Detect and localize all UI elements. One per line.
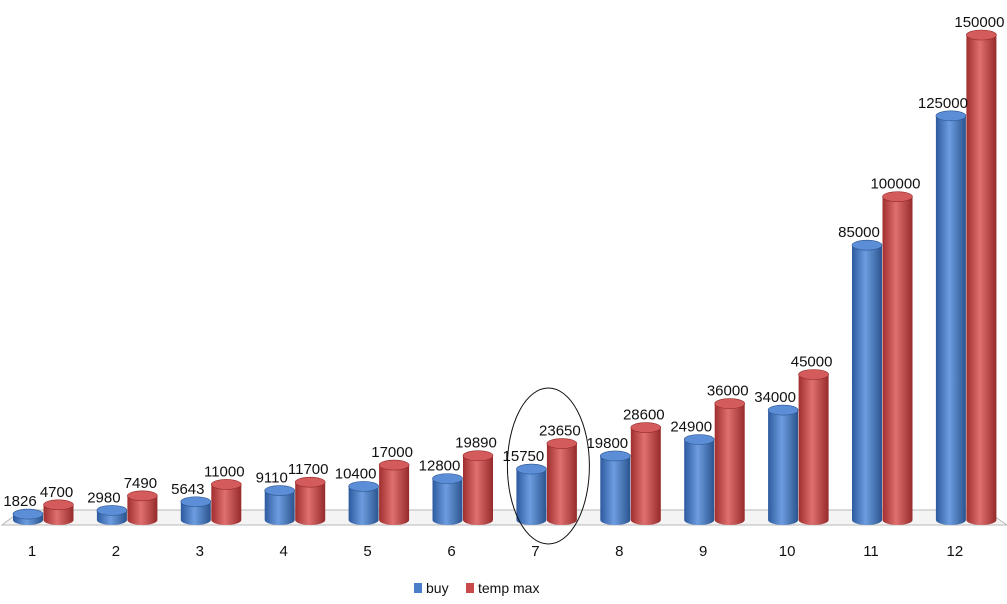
legend-item-buy: buy bbox=[414, 580, 449, 596]
x-tick-label-2: 2 bbox=[112, 543, 120, 560]
legend-swatch bbox=[466, 583, 474, 593]
bar-temp-max-1 bbox=[43, 499, 74, 525]
value-label-buy-1: 1826 bbox=[3, 493, 36, 510]
value-label-temp-max-3: 11000 bbox=[204, 463, 245, 480]
value-label-buy-7: 15750 bbox=[503, 448, 545, 465]
bar-temp-max-7 bbox=[546, 438, 578, 525]
value-label-temp-max-2: 7490 bbox=[124, 475, 157, 492]
x-tick-label-3: 3 bbox=[196, 543, 204, 560]
legend-item-temp-max: temp max bbox=[466, 580, 539, 596]
x-tick-label-9: 9 bbox=[699, 543, 707, 560]
bar-buy-3 bbox=[180, 496, 212, 525]
bar-buy-4 bbox=[264, 485, 296, 525]
value-label-buy-6: 12800 bbox=[419, 458, 461, 475]
bar-temp-max-12 bbox=[966, 29, 997, 525]
value-label-buy-10: 34000 bbox=[754, 389, 796, 406]
value-label-buy-12: 125000 bbox=[918, 95, 968, 112]
value-label-buy-11: 85000 bbox=[838, 224, 880, 241]
value-label-buy-2: 2980 bbox=[87, 489, 120, 506]
bar-temp-max-3 bbox=[211, 479, 242, 525]
bar-buy-6 bbox=[432, 473, 463, 525]
bar-temp-max-9 bbox=[714, 398, 746, 525]
value-label-temp-max-12: 150000 bbox=[954, 14, 1004, 31]
bar-temp-max-8 bbox=[630, 422, 662, 525]
legend: buy temp max bbox=[414, 580, 539, 596]
x-tick-label-4: 4 bbox=[280, 543, 288, 560]
value-label-buy-9: 24900 bbox=[670, 418, 712, 435]
value-label-temp-max-8: 28600 bbox=[623, 407, 665, 424]
legend-label: buy bbox=[426, 580, 449, 596]
bar-buy-10 bbox=[767, 404, 799, 525]
bar-buy-1 bbox=[12, 508, 44, 525]
value-label-temp-max-9: 36000 bbox=[707, 383, 749, 400]
value-label-temp-max-1: 4700 bbox=[40, 484, 73, 501]
bar-buy-7 bbox=[516, 463, 547, 525]
bar-temp-max-10 bbox=[798, 369, 829, 525]
value-label-buy-5: 10400 bbox=[335, 465, 377, 482]
bar-temp-max-2 bbox=[127, 490, 158, 525]
legend-label: temp max bbox=[478, 580, 539, 596]
bar-buy-12 bbox=[935, 110, 967, 525]
value-label-buy-4: 9110 bbox=[256, 470, 288, 487]
x-tick-label-6: 6 bbox=[447, 543, 455, 560]
bar-buy-9 bbox=[683, 434, 715, 525]
highlight-ellipse bbox=[506, 387, 590, 545]
value-label-temp-max-11: 100000 bbox=[870, 176, 920, 193]
legend-swatch bbox=[414, 583, 422, 593]
x-tick-label-10: 10 bbox=[779, 543, 796, 560]
x-tick-label-7: 7 bbox=[531, 543, 539, 560]
bar-buy-8 bbox=[599, 450, 631, 525]
bar-buy-11 bbox=[851, 239, 883, 525]
bar-buy-2 bbox=[96, 505, 128, 525]
value-label-temp-max-7: 23650 bbox=[539, 423, 581, 440]
value-label-temp-max-4: 11700 bbox=[288, 461, 329, 478]
x-tick-label-8: 8 bbox=[615, 543, 623, 560]
bar-temp-max-6 bbox=[462, 450, 494, 525]
value-label-temp-max-6: 19890 bbox=[455, 435, 497, 452]
x-tick-label-5: 5 bbox=[363, 543, 371, 560]
bar-temp-max-5 bbox=[378, 459, 410, 525]
x-tick-label-12: 12 bbox=[947, 543, 964, 560]
value-label-buy-3: 5643 bbox=[171, 481, 204, 498]
x-tick-label-11: 11 bbox=[863, 543, 879, 560]
value-label-temp-max-10: 45000 bbox=[791, 354, 833, 371]
bar-temp-max-11 bbox=[882, 191, 913, 525]
bar-buy-5 bbox=[348, 481, 379, 525]
bar-temp-max-4 bbox=[294, 476, 326, 525]
value-label-buy-8: 19800 bbox=[586, 435, 628, 452]
value-label-temp-max-5: 17000 bbox=[371, 444, 413, 461]
x-tick-label-1: 1 bbox=[28, 543, 36, 560]
